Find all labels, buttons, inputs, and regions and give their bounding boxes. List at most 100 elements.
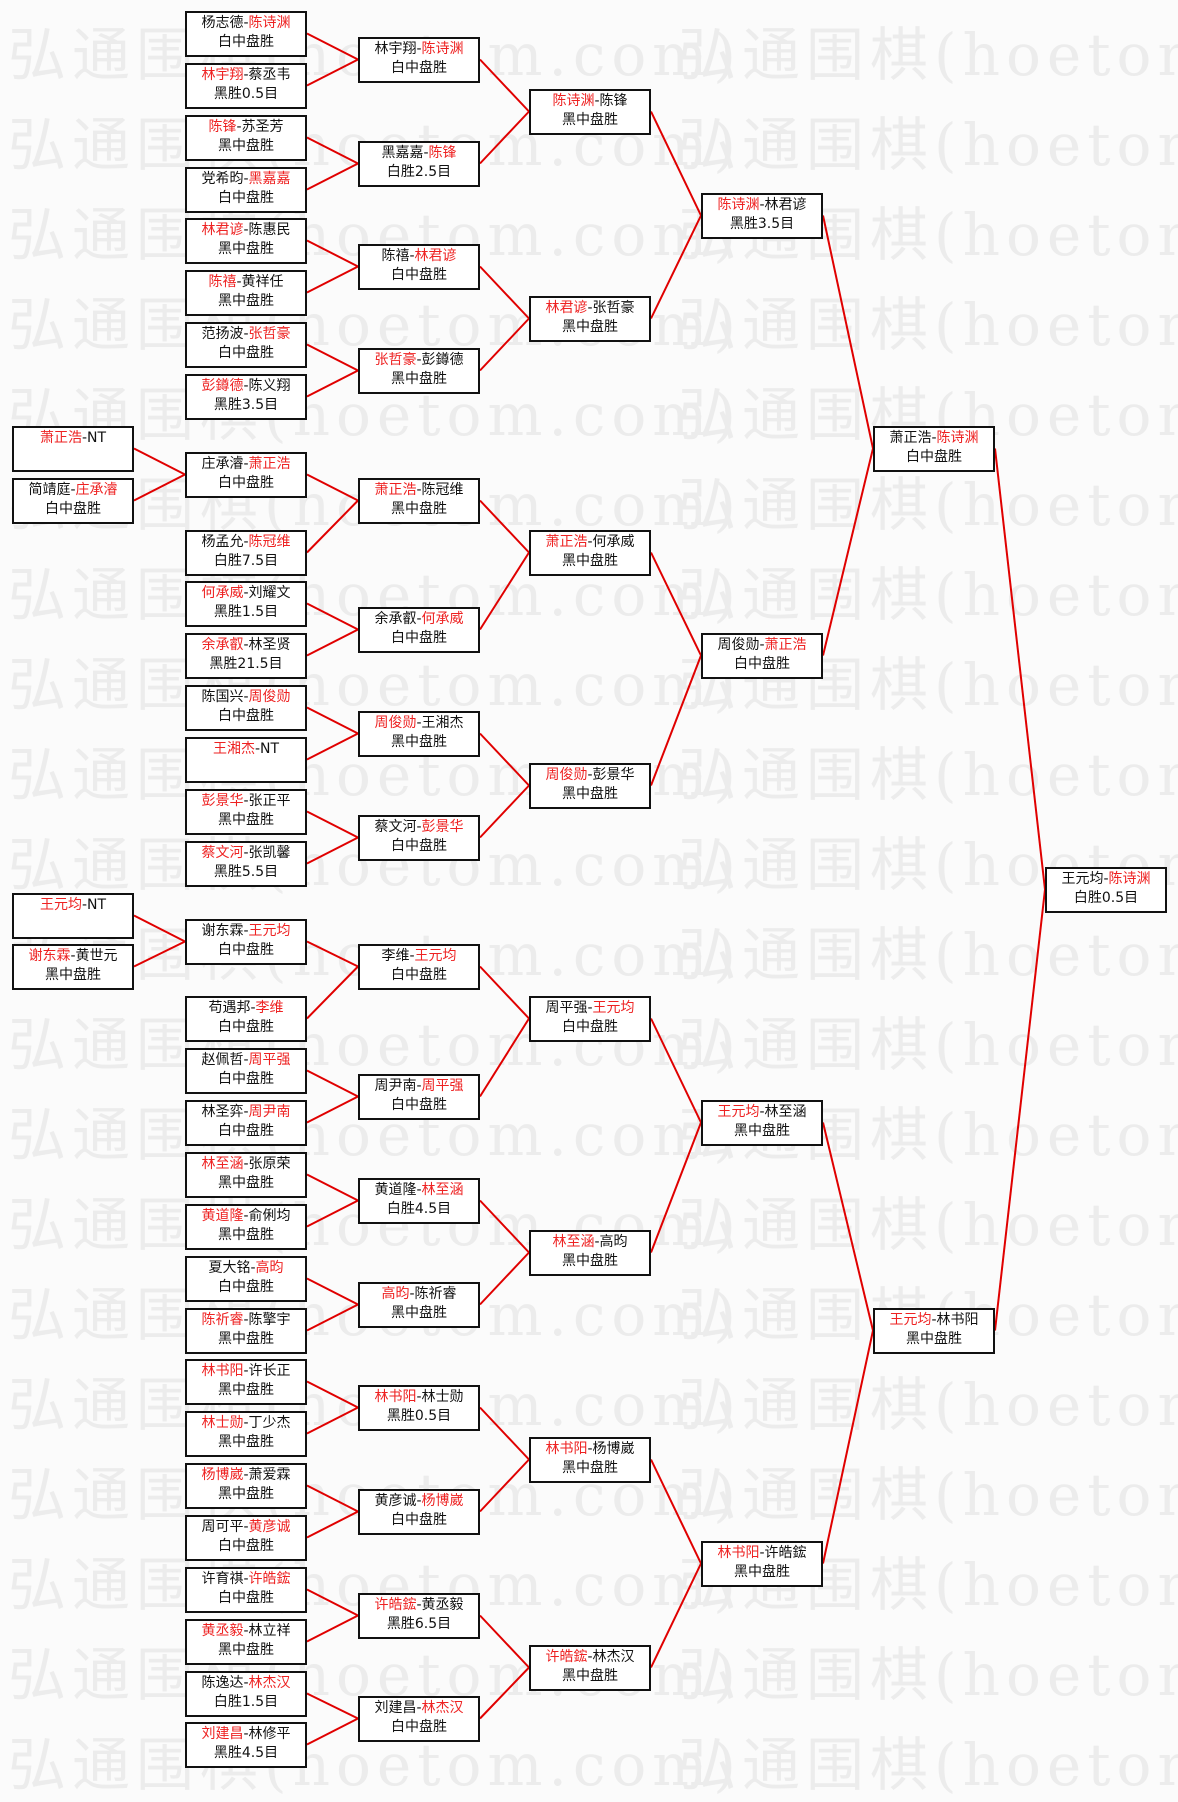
match-players: 王元均-NT — [14, 896, 132, 915]
separator: - — [243, 1675, 249, 1691]
bracket-line — [306, 162, 359, 191]
match-result: 白中盘胜 — [218, 942, 274, 958]
match-players: 王元均-林书阳 — [875, 1311, 993, 1330]
match-players: 苟遇邦-李维 — [187, 999, 305, 1018]
match-result: 白中盘胜 — [906, 449, 962, 465]
bracket-line — [479, 317, 530, 372]
player-name: 范扬波 — [201, 326, 244, 342]
match-box: 王湘杰-NT — [185, 737, 307, 783]
match-players: 陈禧-黄祥任 — [187, 273, 305, 292]
player-name: 党希昀 — [201, 171, 244, 187]
winner-name: 陈诗渊 — [1108, 871, 1151, 887]
match-result: 白胜1.5目 — [213, 1694, 279, 1710]
match-box: 蔡文河-彭景华 白中盘胜 — [358, 815, 480, 861]
player-name: 黑嘉嘉 — [381, 145, 424, 161]
player-name: 张正平 — [248, 793, 291, 809]
match-players: 林圣弈-周尹南 — [187, 1103, 305, 1122]
match-result: 白中盘胜 — [218, 1019, 274, 1035]
player-name: 蔡文河 — [374, 819, 417, 835]
player-name: 陈祈睿 — [414, 1286, 457, 1302]
player-name: 彭景华 — [592, 767, 635, 783]
match-players: 杨孟允-陈冠维 — [187, 533, 305, 552]
match-result: 黑中盘胜 — [734, 1123, 790, 1139]
match-result: 黑中盘胜 — [218, 1331, 274, 1347]
player-name: 黄彦诚 — [374, 1493, 417, 1509]
match-players: 高昀-陈祈睿 — [360, 1285, 478, 1304]
winner-name: 陈禧 — [208, 274, 237, 290]
separator: - — [243, 637, 249, 653]
bracket-line — [994, 889, 1046, 1331]
player-name: 萧正浩 — [889, 430, 932, 446]
separator: - — [416, 1597, 422, 1613]
separator: - — [243, 585, 249, 601]
match-result: 黑胜5.5目 — [213, 864, 279, 880]
player-name: 王湘杰 — [421, 715, 464, 731]
match-players: 林君谚-张哲豪 — [531, 299, 649, 318]
separator: - — [70, 482, 76, 498]
match-box: 陈逸达-林杰汉 白胜1.5目 — [185, 1671, 307, 1717]
match-box: 黄丞毅-林立祥 黑中盘胜 — [185, 1619, 307, 1665]
match-result: 白中盘胜 — [734, 656, 790, 672]
match-box: 周俊勋-萧正浩 白中盘胜 — [701, 633, 823, 679]
match-box: 林君谚-张哲豪 黑中盘胜 — [529, 296, 651, 342]
winner-name: 张哲豪 — [374, 352, 417, 368]
winner-name: 周俊勋 — [374, 715, 417, 731]
winner-name: 林君谚 — [414, 248, 457, 264]
player-name: NT — [87, 430, 107, 446]
winner-name: 周俊勋 — [248, 689, 291, 705]
winner-name: 李维 — [255, 1000, 284, 1016]
bracket-line — [479, 499, 530, 554]
separator: - — [1103, 871, 1109, 887]
match-box: 林宇翔-陈诗渊 白中盘胜 — [358, 37, 480, 83]
separator: - — [243, 1156, 249, 1172]
match-result: 黑中盘胜 — [218, 1434, 274, 1450]
player-name: 林书阳 — [936, 1312, 979, 1328]
bracket-line — [306, 1095, 359, 1124]
winner-name: 彭景华 — [421, 819, 464, 835]
bracket-line — [306, 58, 359, 87]
bracket-line — [306, 473, 359, 502]
match-players: 陈锋-苏圣芳 — [187, 118, 305, 137]
player-name: 陈国兴 — [201, 689, 244, 705]
separator: - — [594, 1234, 600, 1250]
match-result: 黑中盘胜 — [562, 1460, 618, 1476]
bracket-line — [822, 1122, 874, 1331]
match-result: 黑胜3.5目 — [213, 397, 279, 413]
bracket-line — [133, 940, 186, 968]
separator: - — [587, 767, 593, 783]
bracket-line — [479, 58, 530, 113]
match-box: 林圣弈-周尹南 白中盘胜 — [185, 1100, 307, 1146]
winner-name: 彭景华 — [201, 793, 244, 809]
winner-name: 谢东霖 — [28, 948, 71, 964]
match-box: 林书阳-许皓鋐 黑中盘胜 — [701, 1541, 823, 1587]
separator: - — [416, 715, 422, 731]
player-name: 萧爱霖 — [248, 1467, 291, 1483]
player-name: 陈擎宇 — [248, 1312, 291, 1328]
winner-name: 余承叡 — [201, 637, 244, 653]
separator: - — [416, 611, 422, 627]
winner-name: 林书阳 — [201, 1363, 244, 1379]
winner-name: 萧正浩 — [374, 482, 417, 498]
match-players: 林君谚-陈惠民 — [187, 221, 305, 240]
match-result: 黑中盘胜 — [391, 501, 447, 517]
separator: - — [243, 378, 249, 394]
match-players: 范扬波-张哲豪 — [187, 325, 305, 344]
match-players: 林书阳-林士勋 — [360, 1388, 478, 1407]
match-result: 黑中盘胜 — [562, 553, 618, 569]
match-box: 周俊勋-彭景华 黑中盘胜 — [529, 763, 651, 809]
match-box: 赵佩哲-周平强 白中盘胜 — [185, 1048, 307, 1094]
winner-name: 林至涵 — [421, 1182, 464, 1198]
bracket-line — [994, 448, 1046, 890]
match-players: 林书阳-杨博崴 — [531, 1440, 649, 1459]
separator: - — [243, 67, 249, 83]
winner-name: 陈诗渊 — [936, 430, 979, 446]
match-box: 苟遇邦-李维 白中盘胜 — [185, 996, 307, 1042]
match-result: 白中盘胜 — [218, 1071, 274, 1087]
separator: - — [243, 1519, 249, 1535]
match-box: 陈禧-林君谚 白中盘胜 — [358, 244, 480, 290]
separator: - — [243, 1623, 249, 1639]
match-box: 余承叡-何承威 白中盘胜 — [358, 607, 480, 653]
player-name: 陈逸达 — [201, 1675, 244, 1691]
bracket-line — [479, 1666, 530, 1720]
separator: - — [243, 534, 249, 550]
